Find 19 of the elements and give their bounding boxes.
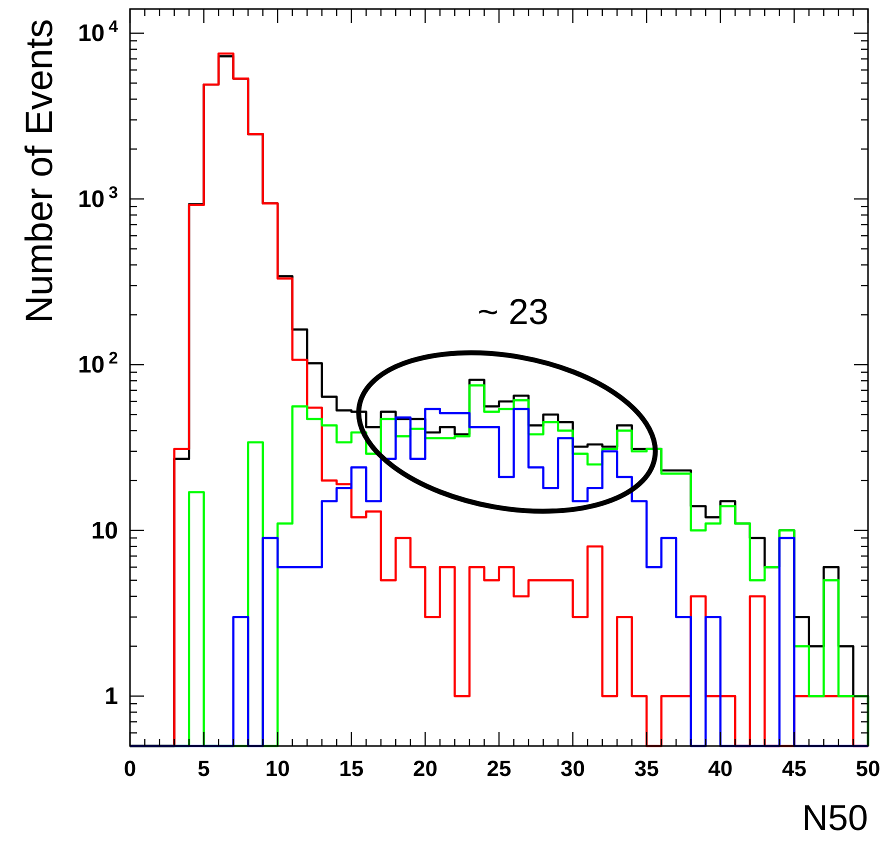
annotation: ~ 23 — [477, 291, 549, 332]
x-tick-label: 25 — [486, 756, 512, 781]
y-tick-label: 10$^{4}$ — [78, 16, 119, 48]
x-axis-title: N50 — [802, 797, 868, 838]
y-tick-label: 10$^{3}$ — [78, 182, 118, 213]
y-axis-title: Number of Events — [19, 19, 61, 324]
x-tick-label: 10 — [265, 756, 290, 781]
y-tick-label: 10$^{2}$ — [78, 348, 118, 379]
x-tick-label: 50 — [856, 756, 880, 781]
x-tick-label: 0 — [124, 756, 136, 781]
y-tick-label: 10 — [91, 517, 118, 544]
x-tick-label: 15 — [339, 756, 364, 781]
x-tick-label: 5 — [198, 756, 210, 781]
x-tick-label: 20 — [412, 756, 438, 781]
x-tick-label: 30 — [560, 756, 586, 781]
y-tick-label: 1 — [104, 683, 118, 710]
x-tick-label: 35 — [634, 756, 659, 781]
x-tick-label: 40 — [708, 756, 733, 781]
x-tick-label: 45 — [782, 756, 806, 781]
